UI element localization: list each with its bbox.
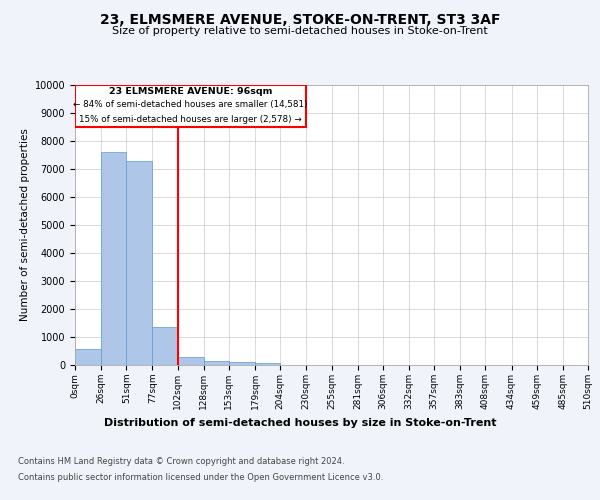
Text: Distribution of semi-detached houses by size in Stoke-on-Trent: Distribution of semi-detached houses by … xyxy=(104,418,496,428)
Bar xyxy=(229,362,255,365)
Text: Size of property relative to semi-detached houses in Stoke-on-Trent: Size of property relative to semi-detach… xyxy=(112,26,488,36)
Bar xyxy=(127,161,152,365)
Text: Contains HM Land Registry data © Crown copyright and database right 2024.: Contains HM Land Registry data © Crown c… xyxy=(18,458,344,466)
Bar xyxy=(101,152,127,365)
Bar xyxy=(152,327,178,365)
Text: Contains public sector information licensed under the Open Government Licence v3: Contains public sector information licen… xyxy=(18,472,383,482)
Bar xyxy=(255,363,280,365)
Text: 23, ELMSMERE AVENUE, STOKE-ON-TRENT, ST3 3AF: 23, ELMSMERE AVENUE, STOKE-ON-TRENT, ST3… xyxy=(100,12,500,26)
Text: 23 ELMSMERE AVENUE: 96sqm: 23 ELMSMERE AVENUE: 96sqm xyxy=(109,86,272,96)
Text: 15% of semi-detached houses are larger (2,578) →: 15% of semi-detached houses are larger (… xyxy=(79,115,302,124)
Bar xyxy=(204,360,229,365)
Text: ← 84% of semi-detached houses are smaller (14,581): ← 84% of semi-detached houses are smalle… xyxy=(73,100,308,110)
Bar xyxy=(178,356,204,365)
FancyBboxPatch shape xyxy=(75,85,307,127)
Bar xyxy=(75,350,101,365)
Y-axis label: Number of semi-detached properties: Number of semi-detached properties xyxy=(20,128,31,322)
